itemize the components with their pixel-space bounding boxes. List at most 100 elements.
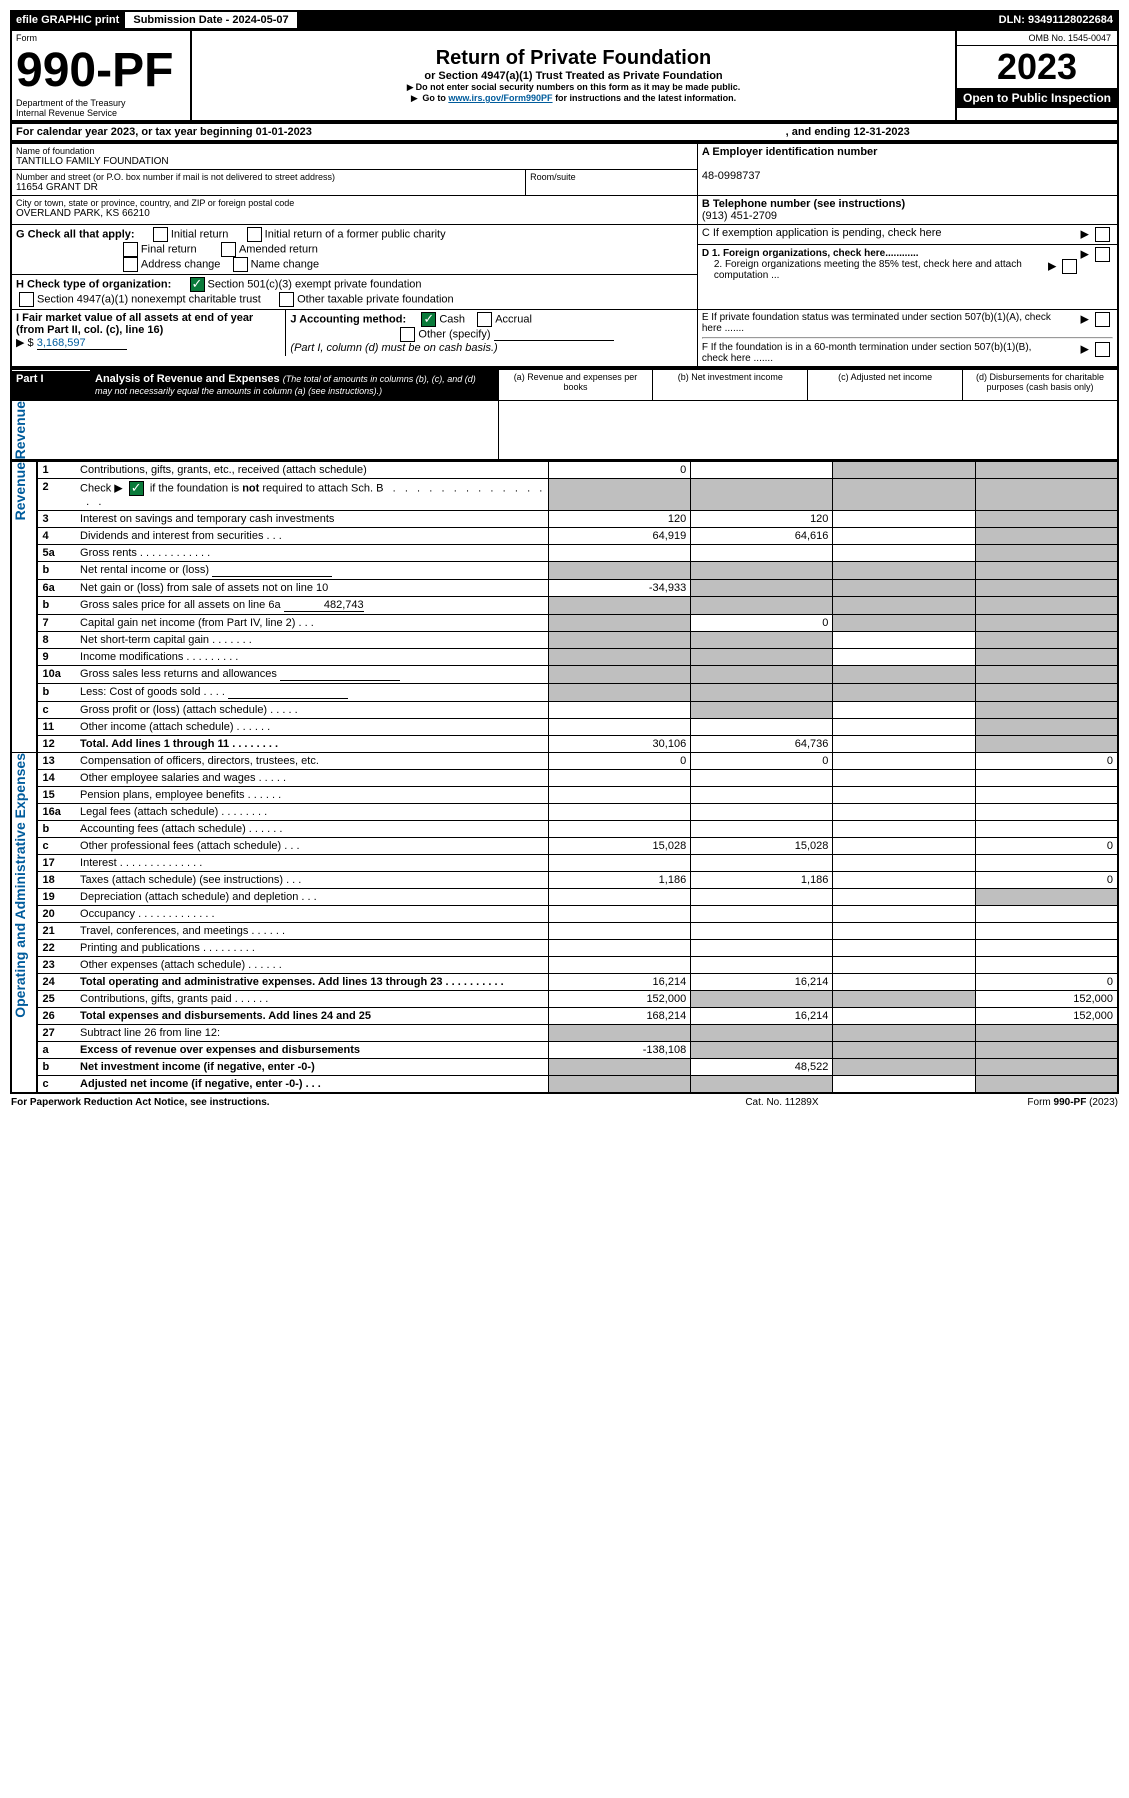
line-number: 17 [37, 855, 76, 872]
col-b-cell [691, 770, 833, 787]
col-c-cell [833, 1059, 975, 1076]
col-b-cell [691, 991, 833, 1008]
line-row: 27Subtract line 26 from line 12: [11, 1025, 1118, 1042]
tax-year: 2023 [957, 46, 1117, 88]
col-d-cell [975, 462, 1118, 479]
line-row: 26Total expenses and disbursements. Add … [11, 1008, 1118, 1025]
col-c-cell [833, 821, 975, 838]
line-row: aExcess of revenue over expenses and dis… [11, 1042, 1118, 1059]
line-desc: Interest . . . . . . . . . . . . . . [76, 855, 548, 872]
d1-checkbox[interactable] [1095, 247, 1110, 262]
line-desc: Net short-term capital gain . . . . . . … [76, 632, 548, 649]
col-b-cell: 16,214 [691, 1008, 833, 1025]
col-a-cell [548, 787, 690, 804]
col-d-cell [975, 666, 1118, 684]
col-b-cell [691, 684, 833, 702]
line-row: cOther professional fees (attach schedul… [11, 838, 1118, 855]
line-row: 22Printing and publications . . . . . . … [11, 940, 1118, 957]
irs-link[interactable]: www.irs.gov/Form990PF [448, 93, 552, 103]
footer-right: Form Form 990-PF (2023)990-PF (2023) [879, 1096, 1119, 1109]
revenue-section: Revenue [11, 401, 1118, 461]
calendar-line: For calendar year 2023, or tax year begi… [10, 122, 1119, 142]
initial-former-checkbox[interactable] [247, 227, 262, 242]
h-501c3-checkbox[interactable] [190, 277, 205, 292]
col-b-cell: 64,736 [691, 736, 833, 753]
line-row: 24Total operating and administrative exp… [11, 974, 1118, 991]
line-desc: Depreciation (attach schedule) and deple… [76, 889, 548, 906]
col-a-cell: 0 [548, 753, 690, 770]
name-change-checkbox[interactable] [233, 257, 248, 272]
line-number: 8 [37, 632, 76, 649]
col-d-cell [975, 684, 1118, 702]
col-a-cell [548, 684, 690, 702]
c-checkbox[interactable] [1095, 227, 1110, 242]
col-d-cell [975, 804, 1118, 821]
col-c-cell [833, 580, 975, 597]
address-change-checkbox[interactable] [123, 257, 138, 272]
line-desc: Adjusted net income (if negative, enter … [76, 1076, 548, 1094]
col-a-cell: 1,186 [548, 872, 690, 889]
line-row: 8Net short-term capital gain . . . . . .… [11, 632, 1118, 649]
col-b-cell: 0 [691, 615, 833, 632]
col-b-cell [691, 702, 833, 719]
col-a-cell [548, 666, 690, 684]
h-other-checkbox[interactable] [279, 292, 294, 307]
col-c-cell [833, 957, 975, 974]
col-c-cell [833, 787, 975, 804]
line-row: 5aGross rents . . . . . . . . . . . . [11, 545, 1118, 562]
footer: For Paperwork Reduction Act Notice, see … [10, 1096, 1119, 1109]
line-desc: Taxes (attach schedule) (see instruction… [76, 872, 548, 889]
j-accrual-checkbox[interactable] [477, 312, 492, 327]
col-d-cell [975, 923, 1118, 940]
line-row: cGross profit or (loss) (attach schedule… [11, 702, 1118, 719]
line-number: 14 [37, 770, 76, 787]
e-lbl: E If private foundation status was termi… [702, 312, 1051, 334]
initial-return-checkbox[interactable] [153, 227, 168, 242]
col-c-cell [833, 923, 975, 940]
line-desc: Total operating and administrative expen… [76, 974, 548, 991]
col-a-cell [548, 1059, 690, 1076]
col-a-cell: 64,919 [548, 528, 690, 545]
ein-val: 48-0998737 [702, 170, 761, 182]
line-desc: Net investment income (if negative, ente… [76, 1059, 548, 1076]
col-a-cell [548, 632, 690, 649]
line-number: 11 [37, 719, 76, 736]
footer-mid: Cat. No. 11289X [685, 1096, 880, 1109]
cal-end: , and ending 12-31-2023 [786, 126, 910, 138]
line-row: bNet rental income or (loss) [11, 562, 1118, 580]
line-number: b [37, 597, 76, 615]
line-row: 21Travel, conferences, and meetings . . … [11, 923, 1118, 940]
col-d-cell [975, 787, 1118, 804]
col-b-cell [691, 957, 833, 974]
col-b-cell: 15,028 [691, 838, 833, 855]
col-b-cell [691, 666, 833, 684]
j-other-checkbox[interactable] [400, 327, 415, 342]
col-c-cell [833, 615, 975, 632]
j-cash-checkbox[interactable] [421, 312, 436, 327]
d2-checkbox[interactable] [1062, 259, 1077, 274]
line-number: 2 [37, 479, 76, 511]
col-d-cell [975, 855, 1118, 872]
col-c-cell [833, 804, 975, 821]
e-checkbox[interactable] [1095, 312, 1110, 327]
col-b-cell [691, 855, 833, 872]
f-checkbox[interactable] [1095, 342, 1110, 357]
schb-checkbox[interactable] [129, 481, 144, 496]
h-4947-checkbox[interactable] [19, 292, 34, 307]
c-lbl: C If exemption application is pending, c… [702, 227, 942, 239]
line-row: Operating and Administrative Expenses13C… [11, 753, 1118, 770]
col-d-cell: 152,000 [975, 991, 1118, 1008]
col-d-cell [975, 545, 1118, 562]
col-a-cell [548, 719, 690, 736]
col-c-cell [833, 528, 975, 545]
col-b-cell [691, 821, 833, 838]
line-desc: Travel, conferences, and meetings . . . … [76, 923, 548, 940]
phone-lbl: B Telephone number (see instructions) [702, 198, 905, 210]
line-number: 12 [37, 736, 76, 753]
col-d-cell [975, 1042, 1118, 1059]
col-d-cell [975, 597, 1118, 615]
j-lbl: J Accounting method: [290, 313, 406, 325]
amended-return-checkbox[interactable] [221, 242, 236, 257]
final-return-checkbox[interactable] [123, 242, 138, 257]
col-b-cell [691, 787, 833, 804]
